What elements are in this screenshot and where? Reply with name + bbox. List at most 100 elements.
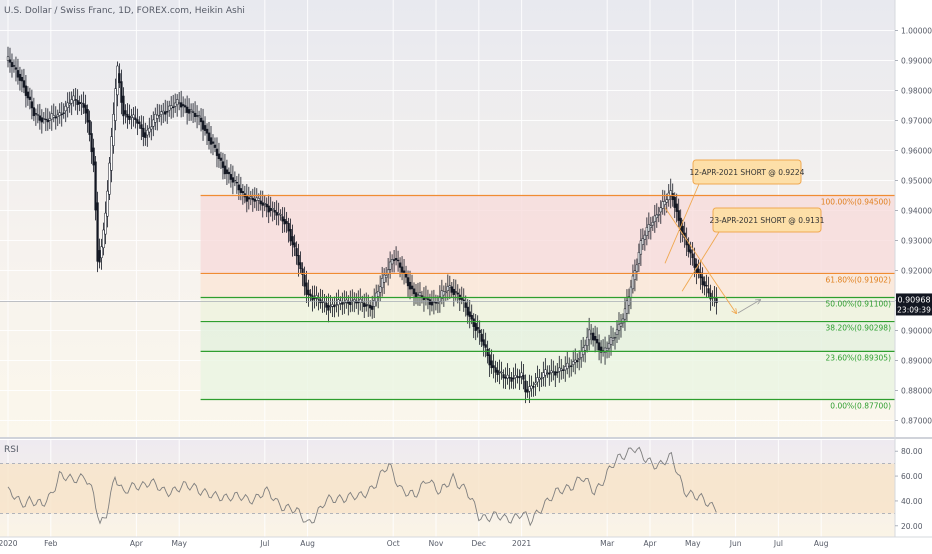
price-axis[interactable]: 1.00000 0.99000 0.98000 0.97000 0.96000 0.950…: [895, 27, 932, 426]
candle-body: [398, 262, 402, 268]
candle-body: [444, 291, 447, 294]
price-axis-label: 0.90000: [901, 327, 932, 336]
rsi-axis-label: 80.00: [901, 447, 923, 456]
candle-body: [512, 377, 515, 380]
current-price-tag: 0.90968 23:09:39: [896, 293, 932, 316]
candle-body: [205, 128, 209, 134]
candle-body: [98, 250, 101, 263]
candle-body: [112, 114, 115, 146]
rsi-band: [0, 463, 895, 514]
candle-body: [68, 103, 71, 106]
candle-body: [327, 304, 330, 311]
candle-body: [160, 111, 163, 115]
rsi-axis[interactable]: 80.00 60.00 40.00 20.00: [895, 447, 923, 531]
candle-body: [42, 118, 45, 120]
time-axis-label: Aug: [814, 539, 829, 548]
price-axis-label: 0.98000: [901, 87, 932, 96]
candle-body: [687, 244, 690, 252]
candle-body: [259, 200, 262, 205]
candle-body: [187, 109, 191, 114]
candle-body: [627, 296, 631, 306]
price-axis-label: 0.97000: [901, 117, 932, 126]
candle-body: [526, 389, 529, 393]
candle-body: [201, 120, 205, 130]
candle-body: [299, 262, 302, 270]
candle-body: [496, 369, 499, 375]
candle-body: [335, 304, 338, 306]
candle-body: [379, 286, 382, 293]
candle-body: [72, 95, 75, 101]
candle-body: [197, 115, 201, 118]
candle-body: [88, 120, 91, 135]
fib-zone: [200, 321, 896, 352]
candle-body: [164, 111, 167, 115]
candle-body: [657, 214, 660, 216]
candle-body: [106, 190, 109, 217]
candle-body: [665, 199, 668, 203]
candle-body: [305, 282, 308, 295]
candle-body: [46, 119, 49, 123]
projection-arrow-up[interactable]: [737, 300, 760, 314]
candle-body: [546, 372, 549, 375]
candle-body: [307, 289, 310, 296]
price-axis-label: 1.00000: [901, 27, 932, 36]
candle-body: [506, 374, 509, 379]
candle-body: [92, 147, 95, 166]
candle-body: [168, 105, 171, 111]
candle-body: [542, 372, 545, 378]
candle-body: [367, 304, 370, 306]
candle-body: [388, 261, 392, 270]
time-axis-label: Feb: [44, 539, 58, 548]
time-axis[interactable]: 2020 Feb Apr May Jul Aug Oct Nov Dec 2021 Mar Apr Ma…: [0, 539, 829, 548]
candle-body: [504, 376, 507, 379]
candle-body: [110, 136, 113, 171]
candle-body: [227, 171, 231, 175]
candle-body: [410, 285, 414, 290]
candle-body: [275, 211, 278, 216]
annotation-callout[interactable]: [712, 207, 822, 233]
candle-body: [295, 248, 298, 257]
candle-body: [615, 329, 619, 335]
candle-body: [108, 162, 111, 195]
candle-body: [172, 106, 175, 108]
candle-body: [518, 376, 521, 379]
candle-body: [478, 329, 481, 334]
candle-body: [613, 336, 617, 339]
candle-body: [166, 111, 169, 113]
candle-body: [146, 129, 149, 136]
candle-body: [470, 315, 473, 320]
candle-body: [52, 115, 55, 118]
fib-level-label: 100.00%(0.94500): [821, 198, 891, 207]
candle-body: [142, 127, 145, 137]
candle-body: [514, 375, 517, 378]
time-axis-label: 2021: [512, 539, 531, 548]
candle-body: [649, 225, 652, 228]
candle-body: [339, 300, 342, 304]
candle-body: [566, 362, 569, 369]
candle-body: [225, 169, 229, 174]
annotations[interactable]: 12-APR-2021 SHORT @ 0.9224 23-APR-2021 SH…: [664, 159, 825, 314]
candle-body: [291, 236, 294, 246]
candle-body: [285, 221, 288, 224]
candle-body: [80, 102, 83, 104]
candle-body: [154, 114, 157, 123]
candle-body: [265, 203, 268, 208]
projection-arrow-down[interactable]: [664, 207, 736, 314]
annotation-callout[interactable]: [692, 159, 802, 185]
candle-body: [235, 182, 239, 184]
candle-body: [597, 342, 601, 351]
candle-body: [595, 339, 599, 344]
price-axis-label: 0.87000: [901, 417, 932, 426]
current-price-value: 0.90968: [897, 295, 930, 304]
candle-body: [349, 301, 352, 306]
candle-body: [576, 360, 579, 363]
candle-body: [16, 70, 20, 78]
candle-body: [343, 302, 346, 304]
candle-body: [619, 323, 623, 327]
candle-body: [673, 196, 676, 208]
candle-body: [144, 132, 147, 138]
chart-title: U.S. Dollar / Swiss Franc, 1D, FOREX.com…: [4, 6, 245, 16]
candle-body: [247, 197, 250, 200]
